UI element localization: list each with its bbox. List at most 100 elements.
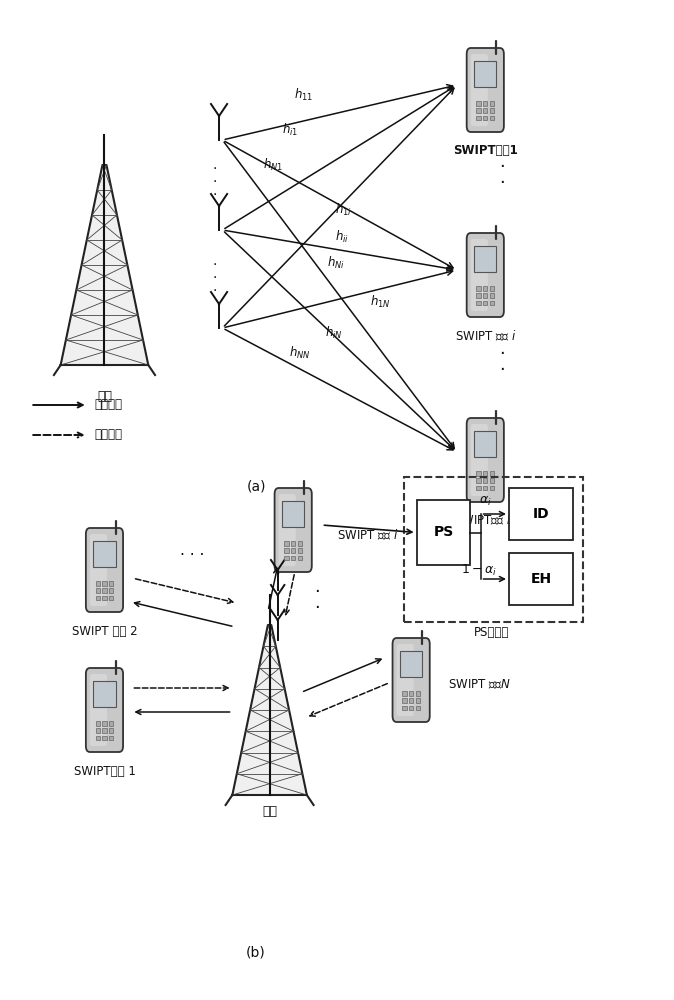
Text: 基站: 基站 <box>262 805 277 818</box>
Bar <box>416 706 420 710</box>
Bar <box>490 116 494 120</box>
Bar <box>483 116 487 120</box>
FancyBboxPatch shape <box>466 233 504 317</box>
Bar <box>102 588 106 593</box>
Bar <box>102 728 106 733</box>
Bar <box>490 286 494 291</box>
Bar <box>282 501 304 527</box>
Text: SWIPT用户1: SWIPT用户1 <box>453 144 518 157</box>
Bar <box>490 101 494 106</box>
Text: ·
·: · · <box>314 583 319 617</box>
Bar <box>509 553 573 605</box>
Text: ·
·: · · <box>499 345 505 379</box>
Bar <box>477 116 481 120</box>
Polygon shape <box>61 165 148 365</box>
Bar <box>477 101 481 106</box>
Bar <box>102 736 106 740</box>
Bar <box>477 293 481 298</box>
FancyBboxPatch shape <box>274 488 312 572</box>
Bar <box>483 478 487 483</box>
Bar <box>402 691 406 696</box>
FancyBboxPatch shape <box>396 644 414 716</box>
Text: 基站: 基站 <box>97 390 112 403</box>
Bar <box>94 681 115 707</box>
Bar <box>402 706 406 710</box>
Bar <box>402 698 406 703</box>
Text: $h_{i1}$: $h_{i1}$ <box>282 122 298 138</box>
Text: (b): (b) <box>246 946 266 960</box>
Polygon shape <box>233 625 307 795</box>
Text: $h_{N1}$: $h_{N1}$ <box>263 157 283 173</box>
FancyBboxPatch shape <box>466 48 504 132</box>
Bar <box>298 541 302 546</box>
Bar <box>284 541 288 546</box>
Text: 能量传输: 能量传输 <box>94 428 123 442</box>
Bar <box>404 477 583 622</box>
Bar <box>483 301 487 305</box>
Text: SWIPT 用户 2: SWIPT 用户 2 <box>71 625 137 638</box>
Bar <box>477 286 481 291</box>
Bar <box>477 486 481 490</box>
Bar <box>477 471 481 476</box>
Bar <box>477 478 481 483</box>
Bar <box>102 596 106 600</box>
Bar <box>96 581 100 586</box>
Bar <box>490 486 494 490</box>
Text: SWIPT 用户 $i$: SWIPT 用户 $i$ <box>455 329 516 343</box>
Bar <box>409 691 413 696</box>
Text: $1-\alpha_i$: $1-\alpha_i$ <box>460 563 497 578</box>
Text: ·
·
·: · · · <box>212 258 216 298</box>
Bar <box>490 471 494 476</box>
Bar <box>96 736 100 740</box>
Bar <box>474 431 496 457</box>
Text: $h_{1N}$: $h_{1N}$ <box>371 294 391 310</box>
Text: $h_{1i}$: $h_{1i}$ <box>335 202 353 218</box>
FancyBboxPatch shape <box>278 494 296 566</box>
Text: 信息传输: 信息传输 <box>94 398 123 412</box>
Bar <box>298 556 302 560</box>
Bar <box>416 698 420 703</box>
Bar <box>483 286 487 291</box>
Text: (a): (a) <box>247 479 266 493</box>
Bar <box>109 721 113 726</box>
Bar <box>483 108 487 113</box>
Bar <box>483 471 487 476</box>
Bar <box>109 728 113 733</box>
FancyBboxPatch shape <box>470 54 488 126</box>
Bar <box>291 541 295 546</box>
Text: PS接收机: PS接收机 <box>474 626 510 639</box>
Bar <box>490 478 494 483</box>
Text: $h_{11}$: $h_{11}$ <box>294 87 313 103</box>
FancyBboxPatch shape <box>470 424 488 496</box>
FancyBboxPatch shape <box>392 638 430 722</box>
Text: $h_{iN}$: $h_{iN}$ <box>326 325 343 341</box>
Text: ·
·: · · <box>499 158 505 192</box>
Bar <box>102 581 106 586</box>
Bar <box>284 556 288 560</box>
Bar <box>483 486 487 490</box>
Bar <box>483 293 487 298</box>
Text: $h_{Ni}$: $h_{Ni}$ <box>327 255 344 271</box>
Bar <box>284 548 288 553</box>
Text: EH: EH <box>530 572 551 586</box>
Bar <box>102 721 106 726</box>
Text: $h_{ii}$: $h_{ii}$ <box>335 229 348 245</box>
Bar <box>400 651 422 677</box>
Text: ID: ID <box>532 507 549 521</box>
Text: PS: PS <box>433 526 454 540</box>
Bar <box>474 61 496 87</box>
Bar <box>94 541 115 567</box>
Bar <box>96 588 100 593</box>
Bar <box>490 301 494 305</box>
Text: SWIPT 用户$N$: SWIPT 用户$N$ <box>448 678 511 691</box>
Bar <box>483 101 487 106</box>
Bar <box>109 736 113 740</box>
Bar <box>96 596 100 600</box>
Text: SWIPT 用户 $i$: SWIPT 用户 $i$ <box>337 528 398 542</box>
Bar <box>477 301 481 305</box>
Bar <box>109 581 113 586</box>
Bar <box>291 556 295 560</box>
Bar <box>509 488 573 540</box>
Bar <box>474 246 496 272</box>
FancyBboxPatch shape <box>86 528 123 612</box>
